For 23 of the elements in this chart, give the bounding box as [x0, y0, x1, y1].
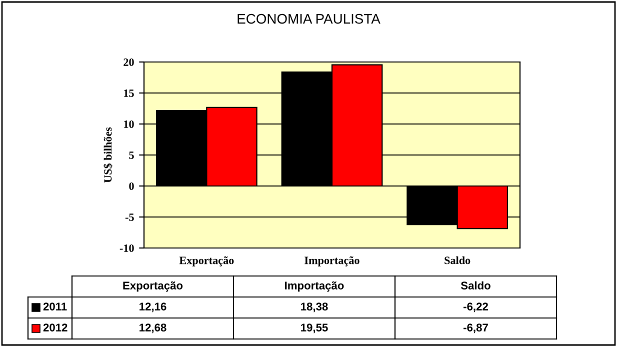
y-tick-label: -10	[120, 244, 134, 252]
y-tick-label: 0	[129, 182, 134, 190]
y-tick-label: 15	[124, 90, 134, 97]
data-label: 12,16	[140, 302, 166, 312]
category-label: Importação	[285, 281, 344, 292]
y-tick-label: -5	[125, 214, 134, 221]
legend-label: 2011	[43, 302, 67, 310]
chart-title: ECONOMIA PAULISTA	[238, 14, 380, 24]
legend-label: 2012	[43, 324, 68, 332]
y-axis-title: US$ bilhões	[104, 127, 112, 183]
category-label: Exportação	[123, 281, 183, 292]
x-tick-label: Saldo	[444, 256, 470, 264]
y-tick-label: 10	[124, 120, 134, 128]
data-label: 18,38	[301, 302, 328, 312]
data-label: -6,87	[464, 324, 488, 334]
data-label: 12,68	[140, 324, 166, 334]
category-label: Saldo	[460, 281, 490, 290]
y-tick-label: 5	[129, 152, 134, 159]
data-label: -6,22	[464, 302, 488, 312]
data-label: 19,55	[301, 324, 328, 334]
x-tick-label: Importação	[304, 256, 360, 266]
x-tick-label: Exportação	[179, 256, 234, 266]
y-tick-label: 20	[124, 58, 134, 66]
